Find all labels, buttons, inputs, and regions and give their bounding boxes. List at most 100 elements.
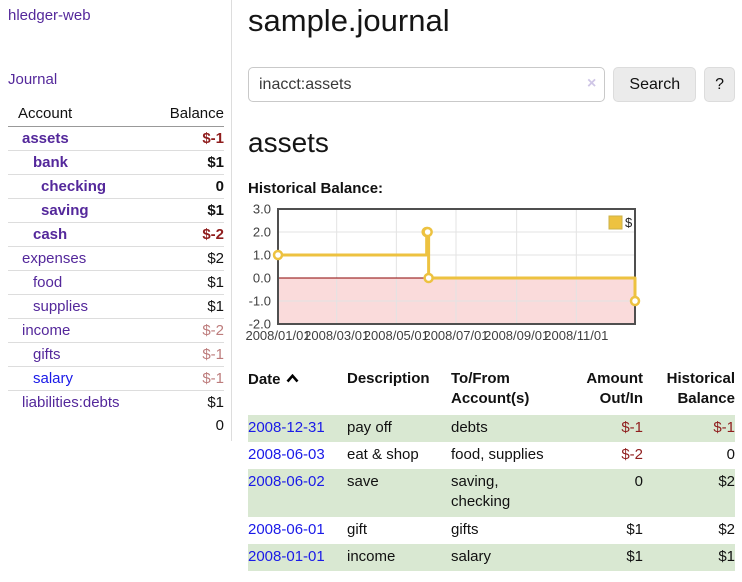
transaction-date-link[interactable]: 2008-06-02 <box>248 473 325 490</box>
sidebar-account-link-food[interactable]: food <box>33 274 63 291</box>
y-tick-label: 0.0 <box>253 271 271 286</box>
account-row: income $-2 <box>8 318 224 343</box>
y-tick-label: 3.0 <box>253 202 271 217</box>
legend-swatch <box>608 215 623 230</box>
search-input-wrap: × <box>248 67 606 102</box>
register-header-accounts: To/From Account(s) <box>451 370 530 408</box>
data-point-marker <box>629 295 641 307</box>
register-cell-balance: 0 <box>726 445 735 463</box>
help-button[interactable]: ? <box>704 67 735 102</box>
sidebar-account-link-gifts[interactable]: gifts <box>33 346 61 363</box>
account-row: checking 0 <box>8 174 224 199</box>
register-cell-description: income <box>347 547 396 565</box>
accounts-total-value: 0 <box>215 417 224 434</box>
register-cell-amount: $1 <box>626 547 643 565</box>
sidebar-account-link-supplies[interactable]: supplies <box>33 298 89 315</box>
register-cell-balance: $2 <box>718 520 735 538</box>
register-cell-accounts: food, supplies <box>451 445 544 463</box>
register-cell-description: save <box>347 473 379 490</box>
register-header-balance: Historical Balance <box>666 370 735 408</box>
account-balance: 0 <box>153 174 224 199</box>
sidebar-item-journal[interactable]: Journal <box>8 71 58 88</box>
account-balance: $1 <box>153 150 224 175</box>
account-balance: $-1 <box>202 130 224 147</box>
sidebar-account-link-checking[interactable]: checking <box>41 178 107 195</box>
register-cell-balance: $1 <box>718 547 735 565</box>
register-cell-balance: $-1 <box>713 418 735 436</box>
x-tick-label: 2008/01/01 <box>245 328 310 343</box>
x-tick-label: 2008/03/01 <box>304 328 369 343</box>
sidebar: hledger-web Journal Account Balance asse… <box>0 0 232 441</box>
register-header-description: Description <box>347 370 430 387</box>
accounts-total-row: 0 <box>8 414 224 437</box>
x-tick-label: 2008/07/01 <box>423 328 488 343</box>
register-cell-date: 2008-01-01 <box>248 544 347 571</box>
legend-label: $ <box>625 215 633 230</box>
register-header-row: Date Description To/From Account(s) Amou… <box>248 367 735 415</box>
account-row: food $1 <box>8 270 224 295</box>
register-header-amount: Amount Out/In <box>586 370 643 408</box>
transaction-date-link[interactable]: 2008-06-01 <box>248 520 325 538</box>
register-cell-accounts: debts <box>451 418 488 436</box>
sidebar-account-link-income[interactable]: income <box>22 322 71 339</box>
account-balance: $-2 <box>153 222 224 247</box>
main-content: sample.journal × Search ? assets Histori… <box>245 0 735 571</box>
plot-border <box>277 208 636 325</box>
register-cell-amount: $-2 <box>621 445 643 463</box>
y-tick-label: -1.0 <box>249 294 271 309</box>
sidebar-account-link-expenses[interactable]: expenses <box>22 250 87 267</box>
sidebar-account-link-liabilities-debts[interactable]: liabilities:debts <box>22 394 120 411</box>
register-row: 2008-06-03 eat & shop food, supplies $-2 0 <box>248 442 735 469</box>
register-header-date[interactable]: Date <box>248 367 347 415</box>
search-button[interactable]: Search <box>613 67 697 102</box>
register-tbody: 2008-12-31 pay off debts $-1 $-1 2008-06-03 ea… <box>248 414 735 571</box>
account-balance: $1 <box>153 270 224 295</box>
register-row: 2008-12-31 pay off debts $-1 $-1 <box>248 414 735 442</box>
clear-search-icon[interactable]: × <box>587 75 597 92</box>
x-tick-label: 2008/05/01 <box>364 328 429 343</box>
register-cell-description: gift <box>347 520 368 538</box>
sidebar-account-link-cash[interactable]: cash <box>33 226 68 243</box>
register-cell-amount: $-1 <box>621 418 643 436</box>
data-point-marker <box>423 272 434 284</box>
register-cell-date: 2008-06-02 <box>248 469 347 517</box>
account-row: gifts $-1 <box>8 342 224 367</box>
transaction-date-link[interactable]: 2008-01-01 <box>248 547 325 565</box>
x-tick-label: 2008/11/01 <box>544 328 608 343</box>
search-input[interactable] <box>248 67 606 102</box>
account-balance: $2 <box>153 246 224 271</box>
app-brand-link[interactable]: hledger-web <box>8 7 91 24</box>
register-cell-amount: 0 <box>634 473 643 490</box>
register-row: 2008-06-01 gift gifts $1 $2 <box>248 517 735 544</box>
account-row: supplies $1 <box>8 294 224 319</box>
account-balance: $1 <box>153 390 224 414</box>
register-cell-accounts: saving, checking <box>451 473 511 511</box>
account-row: saving $1 <box>8 198 224 223</box>
account-heading: assets <box>248 127 329 158</box>
sidebar-account-link-bank[interactable]: bank <box>33 154 69 171</box>
register-cell-balance: $2 <box>718 473 735 490</box>
register-cell-amount: $1 <box>626 520 643 538</box>
account-row: assets $-1 <box>8 127 224 151</box>
sidebar-account-link-salary[interactable]: salary <box>33 370 74 387</box>
register-cell-date: 2008-12-31 <box>248 415 347 442</box>
accounts-tbody: assets $-1 bank $1 checking 0 saving $1 cash $-2 e… <box>8 127 224 414</box>
accounts-total-spacer <box>8 414 153 437</box>
data-point-marker <box>272 249 284 261</box>
transaction-date-link[interactable]: 2008-06-03 <box>248 445 325 463</box>
search-form: × Search ? <box>248 67 735 102</box>
sidebar-account-link-saving[interactable]: saving <box>41 202 89 219</box>
x-tick-label: 2008/09/01 <box>484 328 549 343</box>
account-balance: $-1 <box>153 342 224 367</box>
register-row: 2008-01-01 income salary $1 $1 <box>248 543 735 571</box>
y-tick-label: 1.0 <box>253 248 271 263</box>
register-cell-accounts: gifts <box>451 520 479 538</box>
sort-ascending-icon <box>286 369 299 389</box>
register-cell-date: 2008-06-01 <box>248 517 347 544</box>
page-title: sample.journal <box>248 3 450 38</box>
historical-balance-chart[interactable]: 3.0 2.0 1.0 0.0 -1.0 -2.02008/01/012008/03/01… <box>245 202 648 346</box>
accounts-table: Account Balance assets $-1 bank $1 checking 0… <box>8 102 224 437</box>
sidebar-account-link-assets[interactable]: assets <box>22 130 69 147</box>
transaction-date-link[interactable]: 2008-12-31 <box>248 418 325 436</box>
account-row: liabilities:debts $1 <box>8 390 224 414</box>
